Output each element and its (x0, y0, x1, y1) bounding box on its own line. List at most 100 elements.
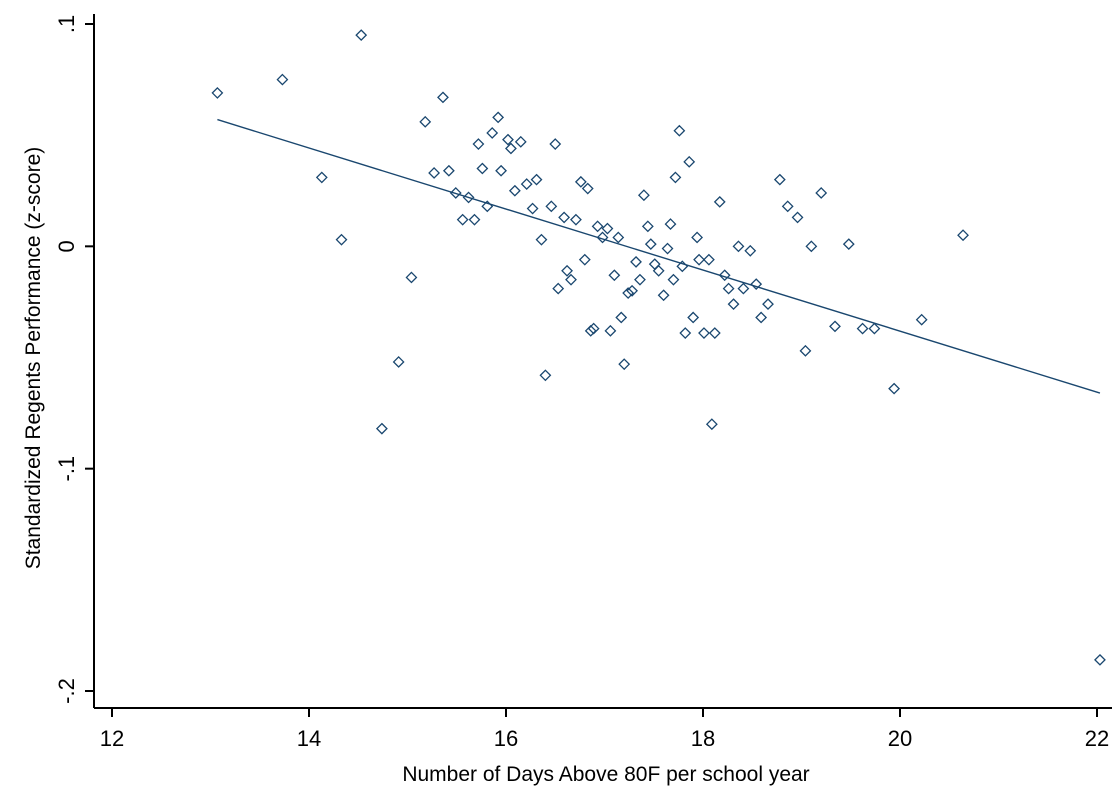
x-tick-label: 12 (100, 726, 124, 751)
scatter-point (570, 213, 582, 226)
scatter-point (615, 311, 628, 324)
scatter-point (472, 138, 485, 150)
scatter-point (829, 320, 841, 333)
scatter-point (630, 255, 642, 268)
scatter-point (549, 138, 562, 150)
scatter-point (505, 142, 517, 155)
x-axis-title: Number of Days Above 80F per school year (402, 763, 809, 786)
scatter-point (673, 124, 686, 137)
scatter-point (539, 369, 552, 382)
scatter-point (669, 171, 682, 184)
scatter-point (698, 327, 710, 339)
scatter-point (799, 344, 812, 357)
scatter-point (476, 162, 489, 175)
x-tick-label: 14 (297, 726, 321, 751)
scatter-point (584, 324, 597, 337)
scatter-point (530, 173, 543, 186)
scatter-point (622, 287, 635, 299)
scatter-point (805, 240, 818, 253)
scatter-point (355, 29, 368, 42)
scatter-point (211, 87, 224, 99)
y-tick-label: 0 (54, 240, 79, 252)
scatter-point (502, 133, 514, 146)
scatter-point (737, 282, 750, 295)
scatter-point (508, 184, 521, 197)
x-tick-label: 20 (888, 726, 912, 751)
scatter-point (276, 73, 289, 86)
scatter-point (315, 171, 328, 184)
scatter-point (641, 220, 654, 233)
scatter-point (773, 173, 786, 186)
scatter-point (713, 195, 726, 208)
scatter-point (718, 269, 731, 282)
scatter-point (667, 273, 680, 286)
scatter-point (732, 240, 745, 253)
scatter-point (558, 211, 571, 224)
scatter-point (456, 213, 469, 226)
scatter-point (604, 324, 617, 337)
scatter-point (492, 111, 505, 124)
y-axis-title: Standardized Regents Performance (z-scor… (22, 147, 45, 570)
scatter-point (596, 231, 609, 244)
scatter-point (676, 260, 689, 273)
scatter-point (957, 229, 969, 242)
x-tick-label: 18 (691, 726, 715, 751)
scatter-point (520, 178, 533, 190)
scatter-point (481, 200, 494, 213)
scatter-point (601, 222, 614, 235)
scatter-point (545, 200, 558, 213)
fit-line-layer (217, 118, 1101, 394)
scatter-point (626, 284, 638, 297)
scatter-point (335, 233, 348, 246)
scatter-point (644, 238, 657, 251)
scatter-point (428, 167, 441, 179)
scatter-point (856, 322, 869, 335)
scatter-point (591, 220, 604, 233)
scatter-point (634, 273, 646, 286)
scatter-point (449, 187, 462, 199)
scatter-point (842, 238, 855, 251)
y-tick-label: -.1 (54, 456, 79, 482)
scatter-point (419, 115, 432, 128)
axes-layer: 12 14 16 18 20 22 -.2 -.1 0 .1 (54, 14, 1112, 751)
x-tick-label: 16 (494, 726, 518, 751)
scatter-point (574, 175, 587, 188)
fitted-line (217, 118, 1101, 394)
scatter-point (722, 282, 735, 295)
scatter-point (693, 253, 705, 266)
scatter-point (652, 264, 665, 277)
scatter-point (392, 356, 405, 368)
scatter-point (552, 282, 565, 295)
scatter-point (755, 311, 768, 324)
y-tick-label: -.2 (54, 678, 79, 704)
y-tick-label: .1 (54, 15, 79, 33)
scatter-point (683, 155, 696, 168)
scatter-point (868, 322, 881, 335)
scatter-point (781, 200, 794, 213)
scatter-point (535, 233, 548, 246)
scatter-point (462, 191, 475, 204)
scatter-point (750, 278, 763, 291)
scatter-point (468, 213, 481, 226)
scatter-point (486, 127, 499, 139)
x-tick-label: 22 (1085, 726, 1109, 751)
scatter-point (608, 269, 621, 282)
scatter-point (815, 187, 828, 199)
scatter-point (442, 164, 455, 177)
scatter-point (565, 273, 577, 286)
scatter-point (561, 264, 573, 277)
scatter-point (915, 313, 928, 326)
scatter-point (687, 311, 700, 324)
scatter-point (581, 182, 594, 195)
scatter-point (702, 253, 715, 266)
scatter-point (437, 91, 449, 104)
scatter-point (791, 211, 804, 224)
scatter-point (375, 422, 388, 435)
scatter-point (661, 242, 674, 255)
scatter-point (587, 322, 600, 335)
scatter-point (526, 202, 539, 215)
scatter-point (657, 289, 670, 302)
